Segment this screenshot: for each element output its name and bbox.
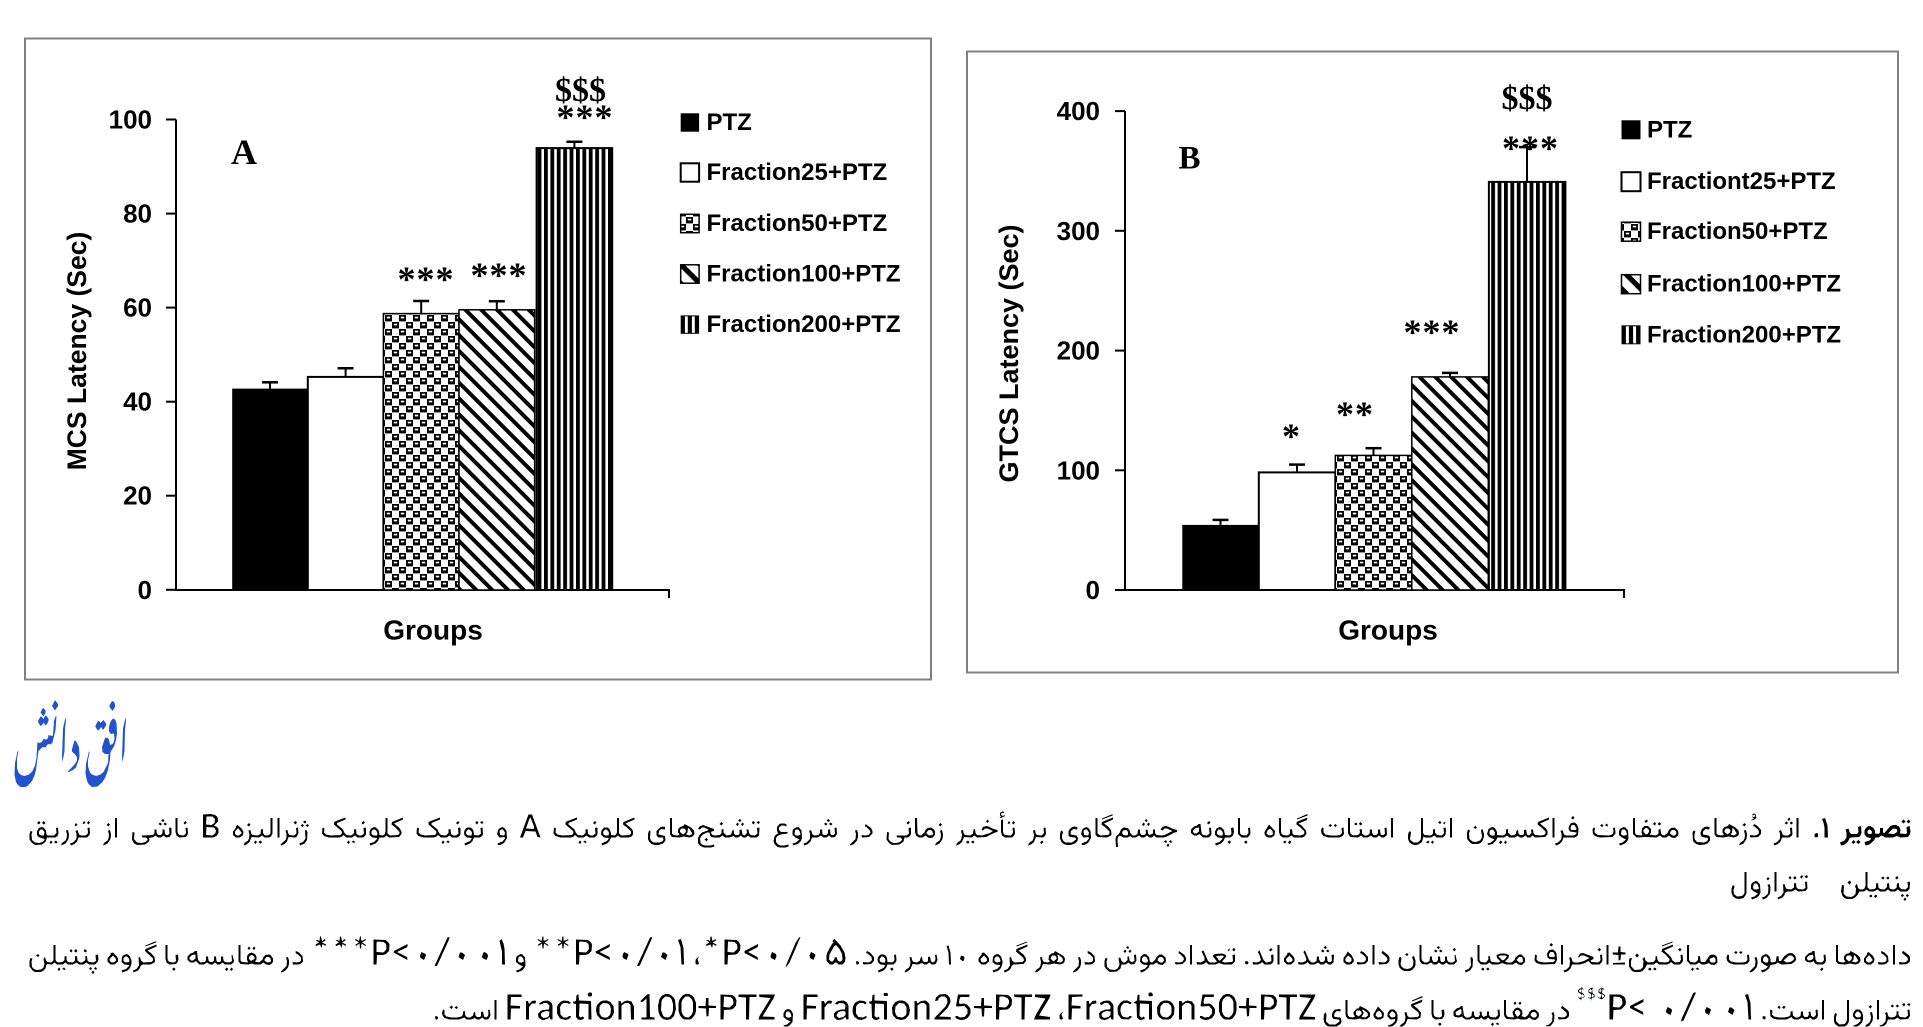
svg-text:Fractiont25+PTZ: Fractiont25+PTZ	[1647, 168, 1836, 195]
svg-text:400: 400	[1057, 96, 1100, 126]
svg-text:$$$: $$$	[1502, 80, 1553, 117]
svg-text:MCS Latency (Sec): MCS Latency (Sec)	[62, 232, 92, 471]
svg-text:B: B	[1178, 141, 1200, 177]
svg-text:***: ***	[398, 259, 455, 299]
svg-text:PTZ: PTZ	[707, 109, 752, 136]
svg-text:40: 40	[123, 387, 152, 417]
svg-text:GTCS Latency (Sec): GTCS Latency (Sec)	[994, 224, 1024, 482]
svg-text:60: 60	[123, 293, 152, 323]
svg-text:Groups: Groups	[383, 615, 483, 646]
svg-text:Fraction25+PTZ: Fraction25+PTZ	[707, 159, 888, 186]
svg-text:PTZ: PTZ	[1647, 116, 1692, 143]
svg-text:0: 0	[138, 575, 152, 605]
svg-text:Fraction100+PTZ: Fraction100+PTZ	[1647, 271, 1841, 298]
svg-text:Fraction50+PTZ: Fraction50+PTZ	[707, 210, 888, 237]
svg-text:$$$: $$$	[555, 72, 606, 109]
svg-text:***: ***	[1404, 312, 1461, 352]
svg-text:Fraction200+PTZ: Fraction200+PTZ	[707, 311, 901, 338]
svg-text:Fraction200+PTZ: Fraction200+PTZ	[1647, 321, 1841, 348]
svg-text:Fraction100+PTZ: Fraction100+PTZ	[707, 261, 901, 288]
svg-text:**: **	[1336, 394, 1374, 434]
svg-text:A: A	[231, 132, 257, 172]
svg-text:***: ***	[557, 97, 614, 137]
svg-text:Groups: Groups	[1338, 615, 1438, 646]
svg-text:20: 20	[123, 481, 152, 511]
svg-text:100: 100	[109, 105, 152, 135]
svg-text:*: *	[1282, 416, 1300, 456]
svg-text:0: 0	[1086, 575, 1100, 605]
svg-text:Fraction50+PTZ: Fraction50+PTZ	[1647, 218, 1828, 245]
svg-text:100: 100	[1057, 455, 1100, 485]
svg-text:80: 80	[123, 199, 152, 229]
svg-text:***: ***	[471, 255, 528, 295]
svg-text:***: ***	[1502, 128, 1559, 168]
svg-text:300: 300	[1057, 216, 1100, 246]
svg-text:200: 200	[1057, 336, 1100, 366]
